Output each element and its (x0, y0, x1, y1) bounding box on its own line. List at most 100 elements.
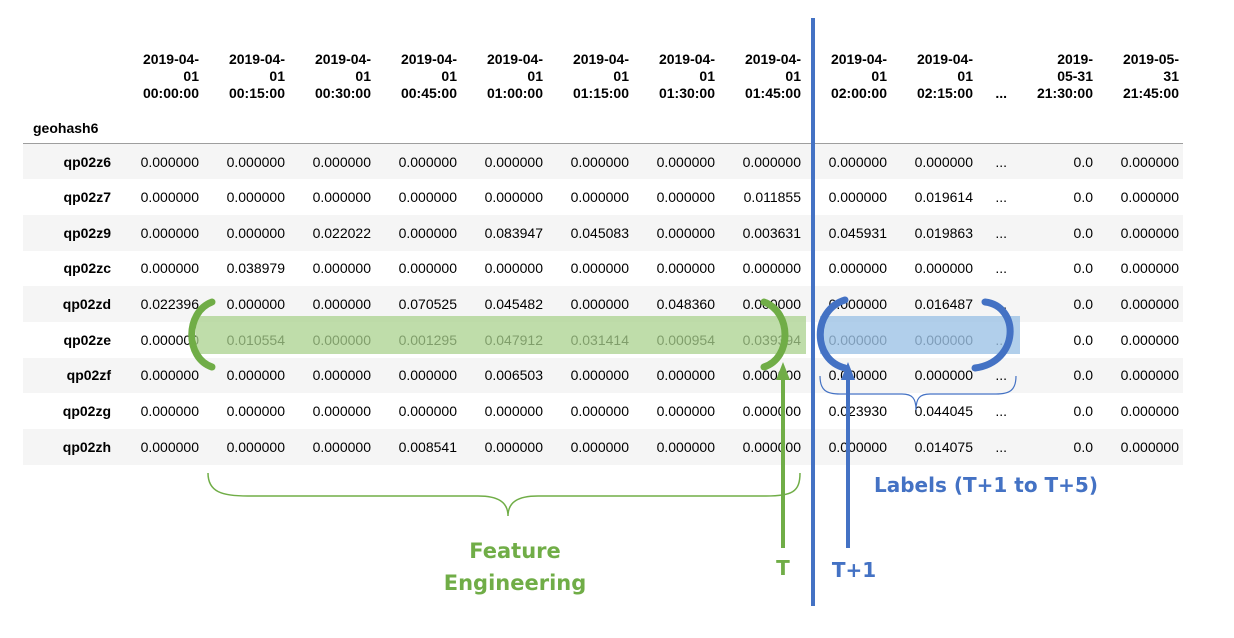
value-cell: 0.023930 (828, 403, 887, 420)
value-cell: 0.000000 (1120, 189, 1179, 206)
value-cell: 0.008541 (398, 438, 457, 455)
column-header-part: 01:15:00 (572, 85, 629, 101)
column-header-part: 2019-04- (572, 51, 629, 67)
corner-cell (23, 30, 117, 113)
column-header-part: 01 (957, 68, 973, 84)
column-header-part: 02:00:00 (830, 85, 887, 101)
value-cell: 0.0 (1073, 296, 1093, 313)
value-cell: 0.0 (1073, 403, 1093, 420)
column-header: 2019-04- 01 02:00:00 (805, 30, 891, 113)
row-index: qp02zg (62, 403, 111, 420)
value-cell: 0.000000 (656, 438, 715, 455)
value-cell: 0.000000 (226, 403, 285, 420)
index-row-filler (117, 113, 203, 144)
column-header: 2019-04- 01 00:15:00 (203, 30, 289, 113)
column-header: 2019-04- 01 01:30:00 (633, 30, 719, 113)
table-row: qp02zc 0.000000 0.038979 0.000000 0.000000 0.… (23, 251, 1183, 287)
ellipsis-cell: ... (995, 438, 1007, 455)
table-row: qp02zd 0.022396 0.000000 0.000000 0.070525 0.… (23, 286, 1183, 322)
value-cell: 0.044045 (914, 403, 973, 420)
value-cell: 0.000000 (398, 153, 457, 170)
column-header: 2019- 05-31 21:30:00 (1011, 30, 1097, 113)
index-row-filler (977, 113, 1011, 144)
value-cell: 0.000000 (1120, 224, 1179, 241)
table-row: qp02z7 0.000000 0.000000 0.000000 0.000000 0.… (23, 179, 1183, 215)
column-header-part: 01:00:00 (486, 85, 543, 101)
row-index: qp02ze (63, 331, 111, 348)
labels-range-label: Labels (T+1 to T+5) (874, 473, 1098, 497)
column-header-part: 01 (613, 68, 629, 84)
value-cell: 0.022396 (140, 296, 199, 313)
value-cell: 0.000000 (570, 296, 629, 313)
value-cell: 0.039394 (742, 331, 801, 348)
column-header-part: 2019-04- (400, 51, 457, 67)
table-row: qp02z9 0.000000 0.000000 0.022022 0.000000 0.… (23, 214, 1183, 251)
row-index: qp02zf (66, 367, 111, 384)
column-header-part: 2019-04- (486, 51, 543, 67)
index-row-filler (1097, 113, 1183, 144)
value-cell: 0.001295 (398, 331, 457, 348)
value-cell: 0.000000 (570, 189, 629, 206)
value-cell: 0.000000 (1120, 367, 1179, 384)
value-cell: 0.031414 (570, 331, 629, 348)
value-cell: 0.000000 (398, 224, 457, 241)
value-cell: 0.047912 (484, 331, 543, 348)
column-header-ellipsis: ... (977, 30, 1011, 113)
value-cell: 0.000000 (312, 153, 371, 170)
value-cell: 0.000000 (312, 331, 371, 348)
value-cell: 0.000000 (742, 153, 801, 170)
value-cell: 0.000000 (1120, 153, 1179, 170)
value-cell: 0.000000 (140, 224, 199, 241)
row-index: qp02z7 (63, 189, 111, 206)
value-cell: 0.000000 (226, 367, 285, 384)
index-row-filler (203, 113, 289, 144)
value-cell: 0.000000 (914, 260, 973, 277)
index-name-row: geohash6 (23, 113, 1183, 144)
row-index: qp02z9 (63, 224, 111, 241)
column-header-part: 2019-04- (314, 51, 371, 67)
column-header: 2019-04- 01 02:15:00 (891, 30, 977, 113)
column-header-part: 2019-04- (830, 51, 887, 67)
value-cell: 0.000000 (656, 224, 715, 241)
value-cell: 0.000000 (140, 153, 199, 170)
feature-label-line1: Feature (469, 539, 561, 563)
value-cell: 0.000000 (828, 438, 887, 455)
value-cell: 0.000000 (226, 189, 285, 206)
value-cell: 0.000000 (656, 189, 715, 206)
value-cell: 0.000000 (656, 403, 715, 420)
value-cell: 0.000000 (828, 189, 887, 206)
value-cell: 0.083947 (484, 224, 543, 241)
value-cell: 0.0 (1073, 153, 1093, 170)
column-header-part: 01:45:00 (744, 85, 801, 101)
value-cell: 0.000000 (914, 367, 973, 384)
column-header: 2019-05- 31 21:45:00 (1097, 30, 1183, 113)
table-row: qp02zf 0.000000 0.000000 0.000000 0.000000 0.… (23, 357, 1183, 394)
ellipsis-cell: ... (995, 153, 1007, 170)
value-cell: 0.011855 (743, 189, 801, 206)
column-header-part: 2019-04- (744, 51, 801, 67)
value-cell: 0.000000 (484, 189, 543, 206)
index-row-filler (633, 113, 719, 144)
column-header-part: 2019- (1057, 51, 1093, 67)
column-header-part: 00:00:00 (142, 85, 199, 101)
column-header-part: 01 (527, 68, 543, 84)
column-header-part: 2019-04- (142, 51, 199, 67)
table-body: qp02z6 0.000000 0.000000 0.000000 0.000000 0.… (23, 143, 1183, 465)
value-cell: 0.000000 (914, 153, 973, 170)
column-header-part: ... (995, 85, 1007, 101)
value-cell: 0.000000 (312, 403, 371, 420)
value-cell: 0.000000 (828, 367, 887, 384)
value-cell: 0.000000 (398, 260, 457, 277)
value-cell: 0.000000 (312, 367, 371, 384)
column-header-row: 2019-04- 01 00:00:00 2019-04- 01 00:15:00 2019… (23, 30, 1183, 113)
value-cell: 0.000000 (742, 260, 801, 277)
value-cell: 0.000000 (914, 331, 973, 348)
value-cell: 0.022022 (312, 224, 371, 241)
ellipsis-cell: ... (995, 189, 1007, 206)
column-header: 2019-04- 01 00:45:00 (375, 30, 461, 113)
value-cell: 0.019863 (914, 224, 973, 241)
value-cell: 0.000000 (570, 153, 629, 170)
index-name: geohash6 (23, 113, 117, 144)
feature-label-line2: Engineering (443, 571, 587, 595)
